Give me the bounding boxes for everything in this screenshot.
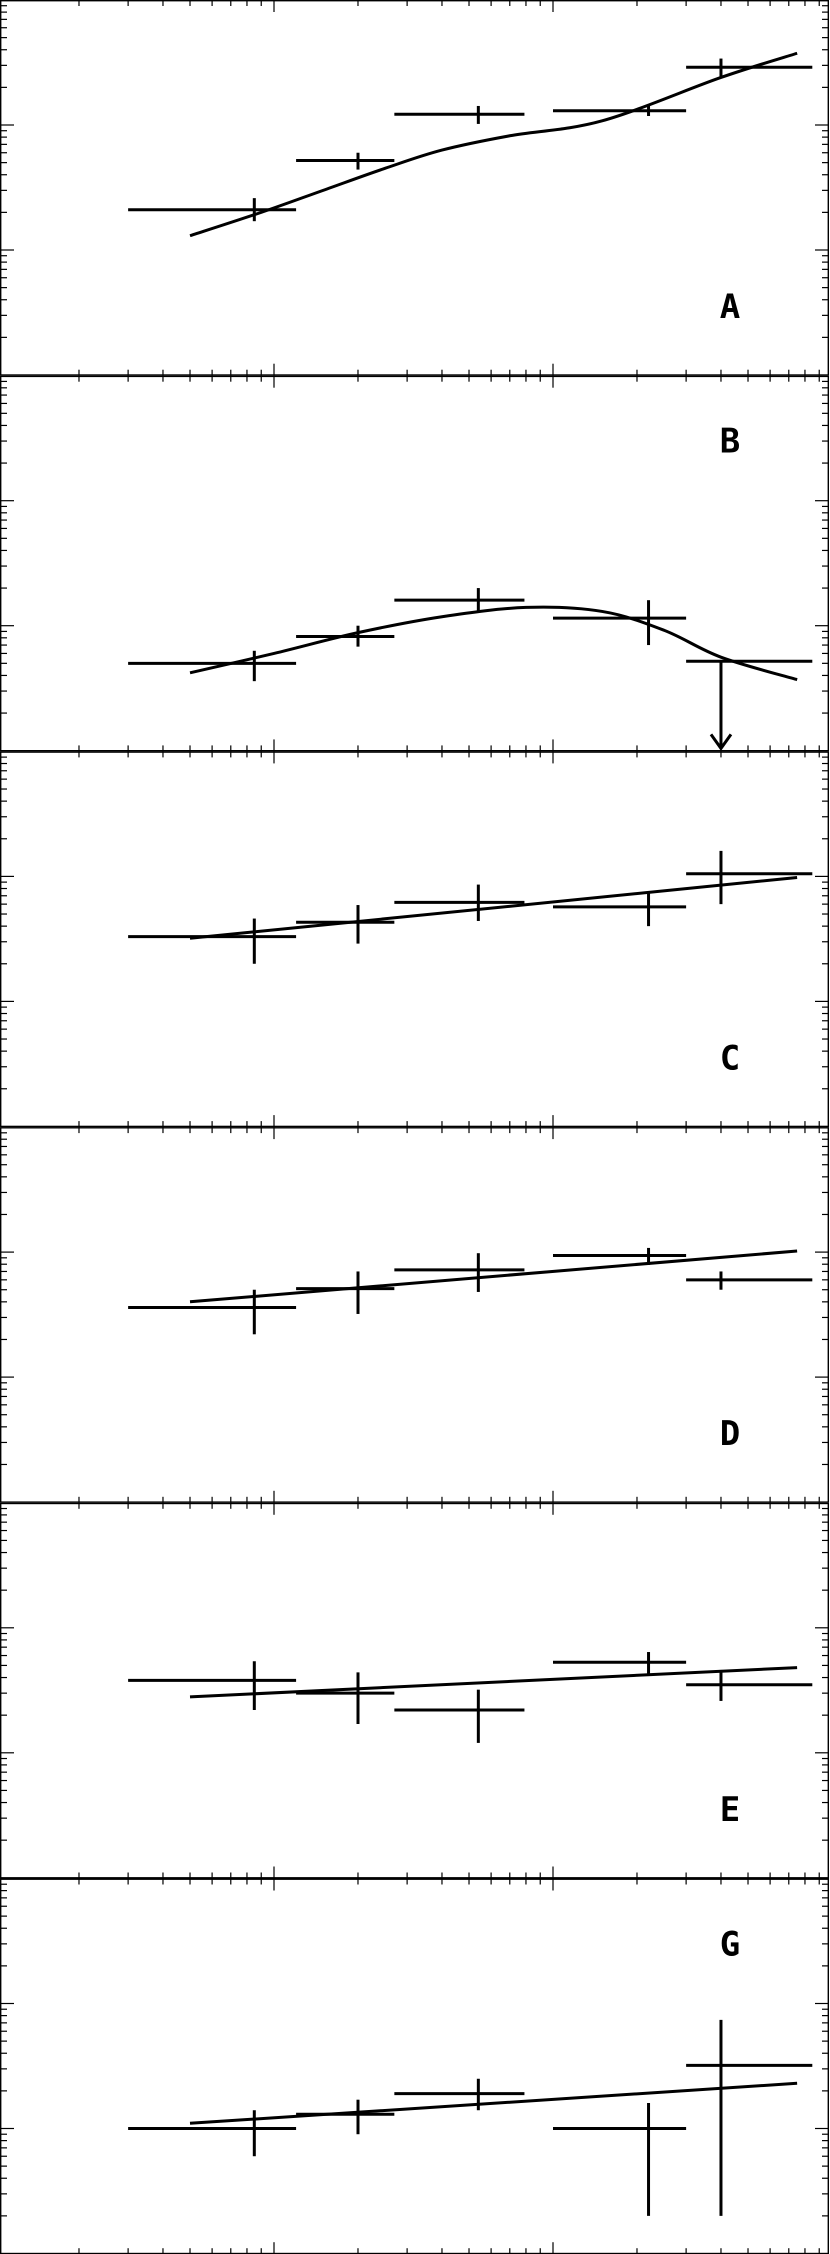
data-point [553, 1652, 687, 1675]
panel-label: G [720, 1925, 740, 1965]
panel-label: B [720, 422, 740, 462]
panel-label: A [720, 287, 740, 327]
data-point [128, 1289, 297, 1335]
model-curve [189, 1666, 798, 1699]
data-point [296, 1672, 395, 1724]
data-point [553, 1247, 687, 1265]
panel-a: A [0, 0, 829, 376]
panel-e: E [0, 1502, 829, 1879]
data-point [296, 152, 395, 170]
arrow-head [709, 733, 733, 751]
data-point [553, 892, 687, 927]
panel-label: C [720, 1038, 740, 1078]
data-point [394, 1253, 525, 1292]
data-point [128, 198, 297, 222]
panel-c: C [0, 751, 829, 1128]
data-point [296, 2099, 395, 2135]
model-curve [189, 605, 798, 682]
panel-label: E [720, 1790, 740, 1830]
data-point [394, 105, 525, 124]
data-point [686, 1271, 813, 1290]
data-point [686, 2019, 813, 2216]
data-point [394, 588, 525, 612]
panel-d: D [0, 1127, 829, 1503]
data-point [686, 850, 813, 905]
panel-b: B [0, 375, 829, 752]
data-point [553, 105, 687, 117]
data-point [296, 625, 395, 647]
data-point [296, 905, 395, 944]
data-point [553, 2102, 687, 2216]
plot-frame [0, 1127, 829, 1503]
plot-frame [0, 0, 829, 376]
data-point [128, 1661, 297, 1710]
data-point [394, 2078, 525, 2111]
data-point [686, 659, 813, 751]
data-point [686, 1669, 813, 1701]
model-curve [189, 876, 798, 940]
data-point [128, 918, 297, 964]
plot-frame [0, 375, 829, 752]
plot-frame [0, 751, 829, 1128]
model-curve [189, 51, 798, 238]
data-point [128, 2110, 297, 2157]
data-point [394, 1689, 525, 1743]
data-point [686, 58, 813, 78]
data-point [296, 1271, 395, 1314]
data-point [553, 600, 687, 646]
data-point [128, 650, 297, 682]
model-curve [189, 2081, 798, 2125]
panel-label: D [720, 1414, 740, 1454]
data-point [394, 884, 525, 921]
model-curve [189, 1249, 798, 1304]
plot-frame [0, 1502, 829, 1879]
panel-g: G [0, 1878, 829, 2254]
